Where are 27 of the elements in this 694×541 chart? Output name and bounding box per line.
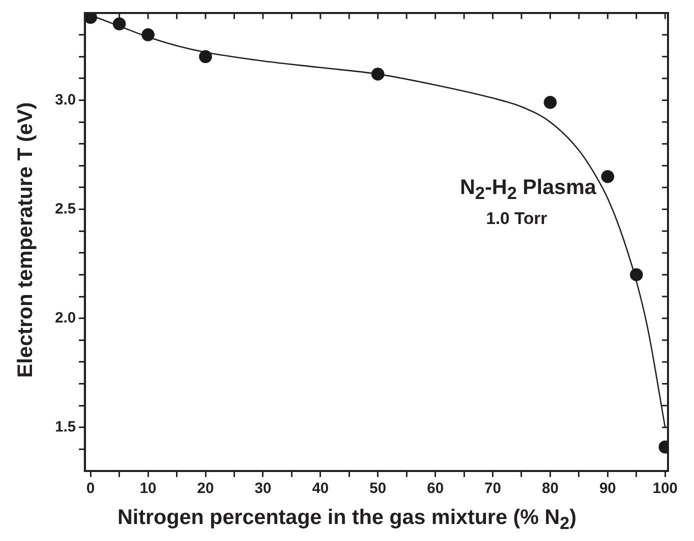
point: [142, 28, 155, 42]
x-tick-label: 30: [254, 480, 272, 498]
y-tick-label: 3.0: [54, 91, 76, 108]
x-axis-title: Nitrogen percentage in the gas mixture (% N$_{2}$): [116, 506, 578, 534]
point: [84, 13, 98, 24]
y-tick-label: 2.5: [54, 200, 76, 218]
x-tick-label: 70: [484, 480, 502, 498]
point: [601, 170, 614, 184]
annotation: N$_{2}$-H$_{2}$ Plasma: [460, 176, 596, 204]
annotation: 1.0 Torr: [486, 209, 548, 229]
point: [112, 17, 126, 30]
x-tick-label: 20: [197, 480, 214, 498]
y-axis-title: Electron temperature T (eV): [14, 101, 38, 380]
x-tick-label: 60: [426, 480, 444, 498]
x-tick-label: 40: [312, 480, 329, 498]
x-tick-label: 50: [370, 480, 386, 498]
x-tick-label: 90: [599, 480, 616, 498]
point: [371, 68, 384, 81]
x-tick-label: 10: [140, 480, 156, 498]
point: [544, 96, 557, 109]
point: [199, 50, 212, 64]
x-tick-label: 100: [652, 480, 678, 498]
x-tick-label: 80: [542, 480, 559, 498]
x-tick-label: 0: [86, 480, 95, 498]
y-tick-label: 2.0: [54, 309, 76, 326]
text: 1.5: [54, 418, 76, 436]
point: [630, 268, 643, 282]
